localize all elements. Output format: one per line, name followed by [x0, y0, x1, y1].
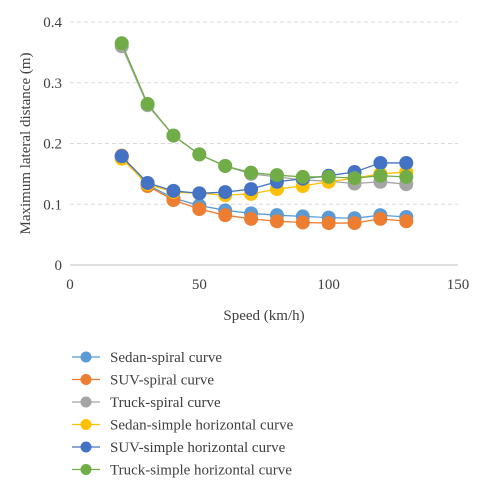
legend-marker: [80, 441, 92, 453]
data-point: [373, 211, 388, 226]
grid: [70, 21, 458, 205]
data-point: [373, 155, 388, 170]
data-point: [140, 175, 155, 190]
legend-label: Sedan-spiral curve: [110, 350, 222, 366]
data-point: [192, 202, 207, 217]
legend-label: Truck-simple horizontal curve: [110, 463, 292, 479]
legend-item: Sedan-simple horizontal curve: [72, 418, 294, 434]
data-point: [140, 97, 155, 112]
data-point: [347, 216, 362, 231]
legend-marker: [80, 396, 92, 408]
legend-marker: [80, 464, 92, 475]
series-line: [121, 46, 407, 185]
x-tick-label: 100: [317, 277, 340, 293]
legend-label: SUV-simple horizontal curve: [110, 440, 286, 456]
legend-label: Truck-spiral curve: [110, 395, 221, 411]
legend-label: SUV-spiral curve: [110, 373, 214, 389]
data-point: [399, 169, 414, 184]
series-group: [114, 36, 414, 231]
legend-marker: [80, 419, 92, 430]
data-point: [244, 182, 259, 197]
x-tick-label: 150: [447, 277, 470, 293]
data-point: [295, 169, 310, 184]
data-point: [218, 208, 233, 223]
series-5: [114, 36, 414, 186]
data-point: [295, 215, 310, 230]
data-point: [218, 158, 233, 173]
data-point: [269, 214, 284, 229]
data-point: [218, 185, 233, 200]
legend-item: Truck-spiral curve: [72, 395, 221, 411]
y-tick-label: 0.2: [43, 137, 62, 153]
data-point: [321, 169, 336, 184]
data-point: [166, 183, 181, 198]
y-axis-label: Maximum lateral distance (m): [18, 52, 34, 234]
series-line: [121, 43, 407, 179]
y-tick-label: 0.4: [43, 15, 62, 31]
y-tick-label: 0: [55, 258, 63, 274]
data-point: [192, 147, 207, 162]
tick-labels: 0 0.1 0.2 0.3 0.4 0 50 100 150: [43, 15, 469, 293]
series-2: [114, 39, 414, 192]
legend-label: Sedan-simple horizontal curve: [110, 418, 294, 434]
data-point: [114, 36, 129, 51]
data-point: [321, 216, 336, 231]
data-point: [347, 171, 362, 186]
legend-item: Truck-simple horizontal curve: [72, 463, 292, 479]
legend-item: Sedan-spiral curve: [72, 350, 222, 366]
data-point: [114, 149, 129, 164]
y-tick-label: 0.1: [43, 197, 62, 213]
legend: Sedan-spiral curve SUV-spiral curve Truck-…: [72, 350, 294, 479]
legend-item: SUV-spiral curve: [72, 373, 214, 389]
data-point: [244, 211, 259, 226]
series-1: [114, 148, 414, 231]
legend-item: SUV-simple horizontal curve: [72, 440, 286, 456]
data-point: [269, 168, 284, 183]
data-point: [399, 155, 414, 170]
data-point: [399, 214, 414, 229]
x-axis-label: Speed (km/h): [223, 308, 304, 324]
data-point: [373, 168, 388, 183]
data-point: [244, 165, 259, 180]
data-point: [166, 128, 181, 143]
legend-marker: [80, 351, 92, 363]
legend-marker: [80, 374, 92, 385]
x-tick-label: 0: [66, 277, 74, 293]
x-tick-label: 50: [192, 277, 207, 293]
y-tick-label: 0.3: [43, 76, 62, 92]
data-point: [192, 186, 207, 201]
